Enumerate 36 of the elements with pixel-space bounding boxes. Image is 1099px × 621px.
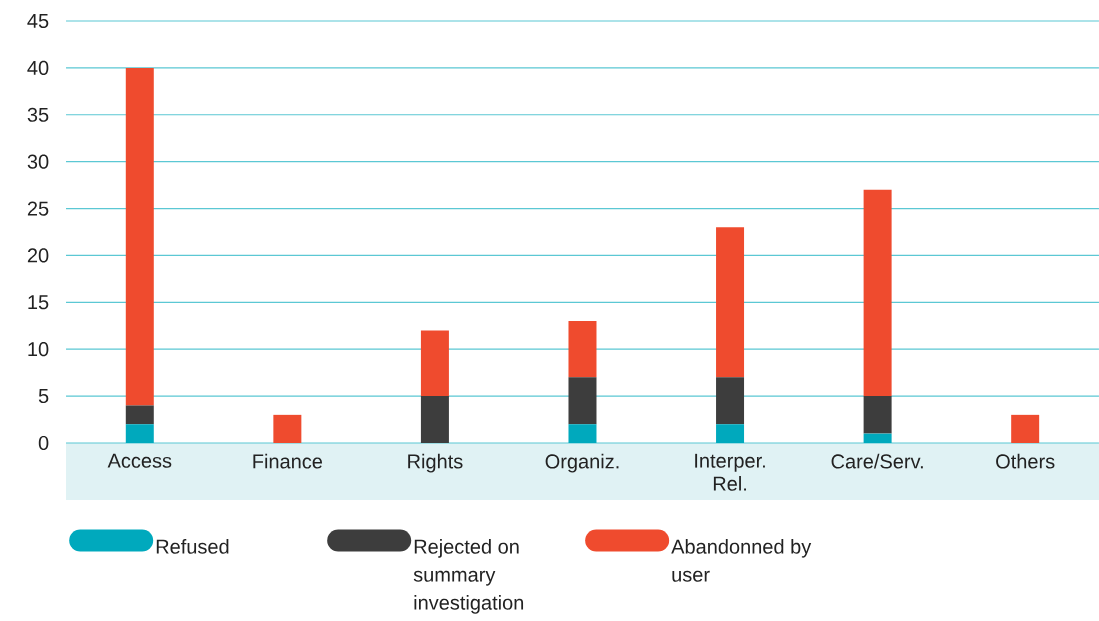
x-tick-label: Rights [408,453,463,473]
bar [568,424,597,443]
y-tick-label: 40 [27,60,49,75]
bar [716,377,745,425]
x-tick-label: Finance [253,453,323,469]
bar [863,189,892,397]
x-tick-label: Care/Serv. [831,453,923,469]
y-tick-label: 30 [27,154,49,169]
bar [125,424,154,443]
y-tick-label: 45 [27,14,49,28]
bar [568,321,597,378]
bar [716,227,745,378]
bar [568,377,597,425]
bar [125,67,154,406]
legend-label: Refused [156,539,229,554]
y-tick-label: 20 [27,248,49,263]
bar [1011,414,1040,443]
x-tick-label: Others [996,453,1055,469]
bar [420,396,449,443]
x-tick-label: Access [107,453,172,468]
bar [125,405,154,425]
x-tick-label: Organiz. [545,453,619,473]
bar [863,433,892,443]
bar [420,330,449,397]
y-tick-label: 10 [28,342,49,357]
y-tick-label: 0 [38,435,49,451]
legend-label: Rejected on summary investigation [413,539,524,614]
legend-label: Abandonned by user [671,539,812,582]
x-tick-label: Interper. Rel. [695,453,765,491]
y-tick-label: 25 [27,201,49,216]
y-tick-label: 35 [27,107,49,122]
y-tick-label: 15 [28,295,49,310]
bar [863,396,892,434]
y-tick-label: 5 [38,389,49,404]
bar [273,414,302,443]
bar [716,424,745,443]
